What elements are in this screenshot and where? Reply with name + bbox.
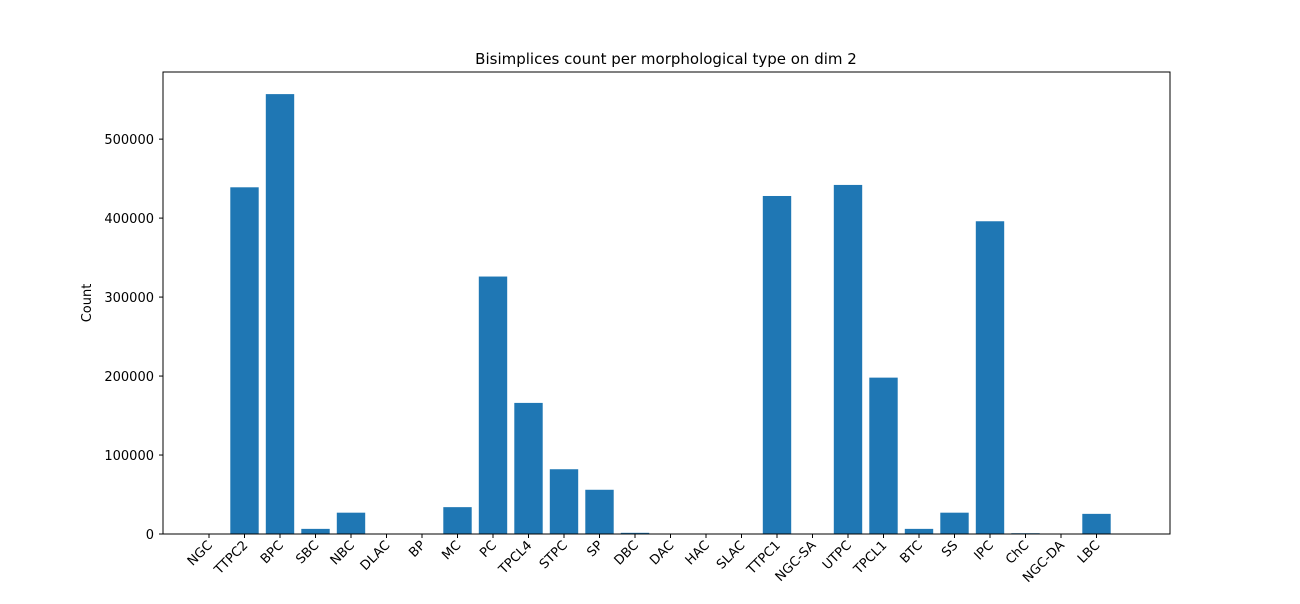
bar-pc	[478, 276, 508, 534]
bar-btc	[904, 528, 934, 534]
y-tick-label: 100000	[104, 449, 154, 464]
bar-stpc	[549, 469, 579, 534]
bar-lbc	[1082, 513, 1111, 534]
y-tick-label: 300000	[104, 291, 154, 306]
y-axis-ticks: 0 100000 200000 300000 400000 500000	[104, 133, 163, 543]
bar-mc	[443, 507, 472, 534]
bar-ttpc1	[762, 195, 792, 535]
y-tick-label: 200000	[104, 370, 154, 385]
y-tick-label: 400000	[104, 212, 154, 227]
bar-sp	[585, 489, 614, 534]
bar-tpcl1	[869, 377, 898, 534]
bar-dbc	[620, 532, 650, 534]
bar-nbc	[336, 512, 366, 534]
y-tick-label: 500000	[104, 133, 154, 148]
bar-tpcl4	[514, 402, 543, 534]
bar-ipc	[975, 221, 1005, 534]
bar-bpc	[265, 94, 295, 535]
chart-title: Bisimplices count per morphological type…	[475, 50, 857, 68]
y-axis-label: Count	[80, 284, 95, 323]
bar-ttpc2	[230, 187, 259, 535]
y-tick-label: 0	[146, 528, 154, 543]
bar-utpc	[833, 184, 863, 534]
bar-ss	[940, 512, 969, 534]
plot-area-frame	[162, 71, 1171, 535]
bar-sbc	[301, 528, 330, 534]
bars-layer	[230, 94, 1111, 535]
